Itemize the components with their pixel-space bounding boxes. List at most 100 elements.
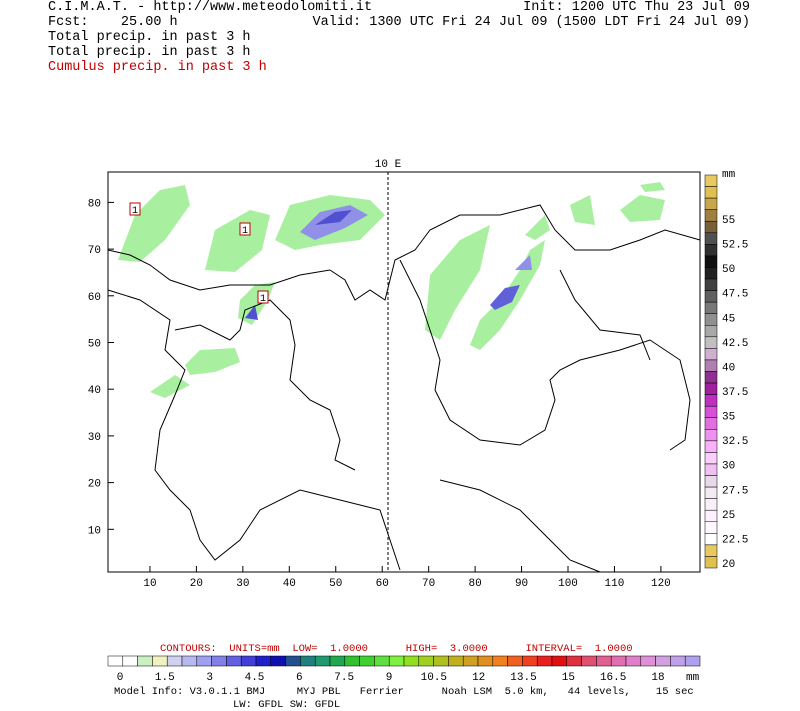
colorbar-label: 30	[722, 461, 735, 473]
colorbar-swatch	[477, 655, 494, 667]
y-tick-label: 10	[88, 525, 101, 537]
colorbar-swatch	[122, 655, 138, 667]
y-tick-label: 70	[88, 245, 101, 257]
radiation-info: LW: GFDL SW: GFDL	[233, 699, 340, 711]
y-tick-label: 30	[88, 432, 101, 444]
y-tick-label: 20	[88, 479, 101, 491]
map-frame	[107, 171, 701, 573]
colorbar-swatch	[448, 655, 464, 667]
colorbar-swatch	[704, 232, 718, 245]
colorbar-swatch	[655, 655, 671, 667]
forecast-hour: Fcst: 25.00 h	[48, 15, 178, 30]
colorbar-swatch	[704, 301, 718, 314]
colorbar-label: 7.5	[334, 672, 354, 684]
x-tick-label: 70	[422, 578, 435, 590]
colorbar-swatch	[181, 655, 198, 667]
x-tick-label: 120	[651, 578, 671, 590]
borders	[107, 204, 701, 573]
contour-boxes	[129, 202, 269, 304]
y-tick-label: 40	[88, 385, 101, 397]
colorbar-swatch	[610, 655, 627, 667]
colorbar-label: 27.5	[722, 485, 748, 497]
colorbar-swatch	[704, 417, 718, 430]
colorbar-label: 15	[562, 672, 575, 684]
colorbar-swatch	[704, 486, 718, 499]
contour-label: 1	[260, 294, 266, 305]
y-tick-label: 60	[88, 292, 101, 304]
colorbar-label: 47.5	[722, 289, 748, 301]
colorbar-swatch	[566, 655, 582, 667]
colorbar-swatch	[374, 655, 390, 667]
colorbar-swatch	[704, 209, 718, 222]
colorbar-swatch	[300, 655, 316, 667]
colorbar-swatch	[166, 655, 183, 667]
colorbar-swatch	[704, 463, 718, 476]
colorbar-swatch	[285, 655, 301, 667]
field-name: Total precip. in past 3 h	[48, 30, 251, 45]
colorbar-swatch	[462, 655, 479, 667]
colorbar-swatch	[704, 440, 718, 453]
colorbar-swatch	[137, 655, 153, 667]
colorbar-swatch	[704, 186, 718, 199]
x-tick-label: 50	[329, 578, 342, 590]
x-tick-label: 40	[283, 578, 296, 590]
x-tick-label: 110	[605, 578, 625, 590]
x-tick-label: 30	[236, 578, 249, 590]
x-tick-label: 90	[515, 578, 528, 590]
colorbar-label: 10.5	[421, 672, 447, 684]
y-tick-label: 80	[88, 198, 101, 210]
colorbar-swatch	[670, 655, 686, 667]
x-tick-label: 20	[190, 578, 203, 590]
colorbar-swatch	[433, 655, 449, 667]
colorbar-label: 6	[296, 672, 303, 684]
colorbar-label: 3	[206, 672, 213, 684]
colorbar-label: 4.5	[245, 672, 265, 684]
contour-info: CONTOURS: UNITS=mm LOW= 1.0000 HIGH= 3.0…	[160, 643, 633, 655]
colorbar-swatch	[522, 655, 538, 667]
colorbar-swatch	[596, 655, 612, 667]
colorbar-label: 20	[722, 559, 735, 571]
colorbar-swatch	[704, 429, 718, 442]
colorbar-swatch	[418, 655, 434, 667]
colorbar-label: 1.5	[155, 672, 175, 684]
colorbar-swatch	[704, 278, 718, 291]
colorbar-swatch	[704, 498, 718, 511]
colorbar-label: 50	[722, 264, 735, 276]
contour-label: 1	[132, 206, 138, 217]
colorbar-swatch	[704, 197, 718, 210]
x-tick-label: 10	[143, 578, 156, 590]
colorbar-swatch	[270, 655, 286, 667]
colorbar-swatch	[152, 655, 168, 667]
colorbar-label: 16.5	[600, 672, 626, 684]
colorbar-swatch	[704, 359, 718, 372]
colorbar-swatch	[403, 655, 420, 667]
colorbar-swatch	[704, 174, 718, 187]
colorbar-label: 32.5	[722, 436, 748, 448]
field-name: Cumulus precip. in past 3 h	[48, 60, 267, 75]
colorbar-label: 12	[472, 672, 485, 684]
field-name: Total precip. in past 3 h	[48, 45, 251, 60]
contour-label: 1	[242, 226, 248, 237]
side-colorbar-unit: mm	[722, 169, 736, 181]
colorbar-swatch	[704, 533, 718, 546]
colorbar-swatch	[704, 244, 718, 257]
x-tick-label: 60	[376, 578, 389, 590]
bottom-colorbar-unit: mm	[686, 672, 700, 684]
colorbar-swatch	[704, 405, 718, 418]
colorbar-label: 35	[722, 412, 735, 424]
colorbar-swatch	[507, 655, 523, 667]
colorbar-swatch	[704, 348, 718, 361]
colorbar-swatch	[196, 655, 212, 667]
colorbar-swatch	[704, 267, 718, 280]
colorbar-label: 40	[722, 362, 735, 374]
init-time: Init: 1200 UTC Thu 23 Jul 09	[523, 0, 750, 15]
colorbar-swatch	[359, 655, 375, 667]
colorbar-swatch	[551, 655, 568, 667]
x-tick-label: 80	[468, 578, 481, 590]
colorbar-label: 0	[117, 672, 124, 684]
colorbar-swatch	[704, 220, 718, 234]
colorbar-swatch	[704, 394, 718, 407]
colorbar-swatch	[704, 521, 718, 534]
